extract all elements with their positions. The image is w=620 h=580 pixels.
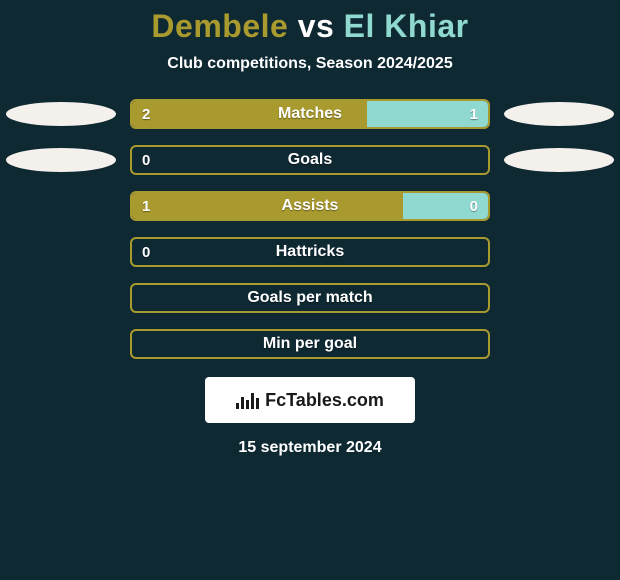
stat-row: Goals per match [6,283,614,313]
stat-label: Goals [132,147,488,173]
title-vs: vs [298,8,335,44]
stat-bar: 10Assists [130,191,490,221]
title-player2: El Khiar [344,8,469,44]
stat-bar: 21Matches [130,99,490,129]
stat-bar: Goals per match [130,283,490,313]
player1-oval [6,102,116,126]
title-player1: Dembele [151,8,288,44]
stat-label: Assists [132,193,488,219]
stat-row: 0Hattricks [6,237,614,267]
stat-row: Min per goal [6,329,614,359]
page-title: Dembele vs El Khiar [0,8,620,45]
stat-bar: 0Hattricks [130,237,490,267]
logo-box: FcTables.com [205,377,415,423]
logo-text: FcTables.com [265,390,384,411]
player2-oval [504,102,614,126]
stat-bar: Min per goal [130,329,490,359]
stat-row: 0Goals [6,145,614,175]
player2-oval [504,148,614,172]
comparison-container: Dembele vs El Khiar Club competitions, S… [0,0,620,580]
stat-row: 21Matches [6,99,614,129]
stat-bar: 0Goals [130,145,490,175]
stat-label: Min per goal [132,331,488,357]
stat-label: Goals per match [132,285,488,311]
stat-label: Hattricks [132,239,488,265]
date-text: 15 september 2024 [0,439,620,457]
stat-row: 10Assists [6,191,614,221]
stat-label: Matches [132,101,488,127]
subtitle: Club competitions, Season 2024/2025 [0,55,620,73]
stats-rows: 21Matches 0Goals 10Assists 0Hattricks Goals … [0,99,620,359]
player1-oval [6,148,116,172]
barchart-icon [236,391,259,409]
